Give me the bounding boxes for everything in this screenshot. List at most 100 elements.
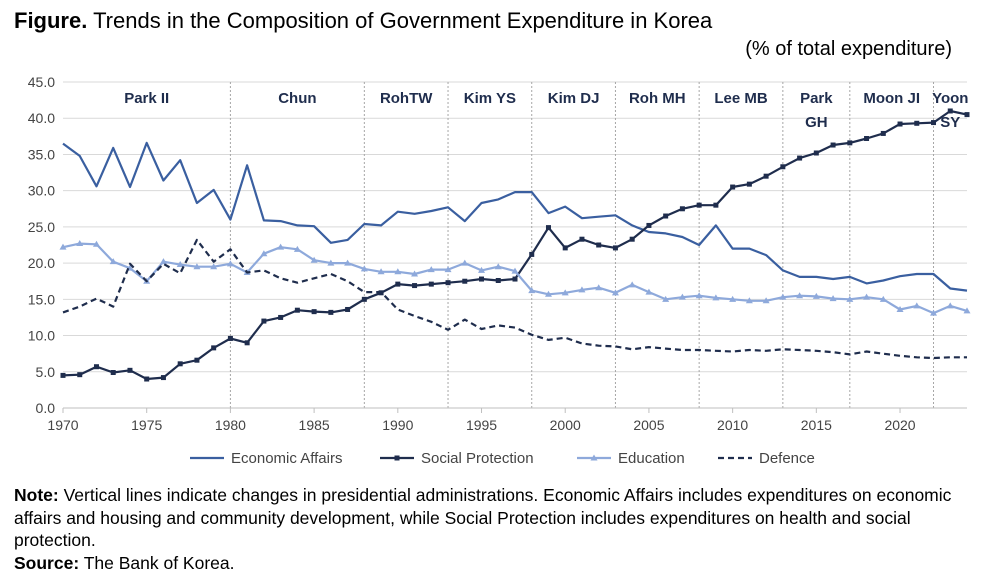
data-point [612, 245, 618, 251]
administration-label: Kim DJ [548, 90, 600, 107]
data-point [92, 240, 100, 247]
x-tick-label: 2020 [884, 417, 915, 433]
data-point [327, 259, 335, 266]
series-lines [59, 108, 971, 382]
data-point [963, 307, 971, 314]
data-point [796, 292, 804, 299]
x-tick-label: 1970 [47, 417, 78, 433]
data-point [310, 256, 318, 263]
x-tick-label: 2010 [717, 417, 748, 433]
series-line [62, 141, 968, 292]
data-point [746, 181, 752, 187]
data-point [595, 284, 603, 291]
data-point [830, 142, 836, 148]
data-point [913, 302, 921, 309]
data-point [679, 206, 685, 212]
legend-marker [394, 455, 400, 461]
data-point [293, 245, 301, 252]
data-point [344, 259, 352, 266]
y-tick-label: 15.0 [28, 291, 55, 307]
data-point [511, 267, 519, 274]
data-point [109, 258, 117, 265]
data-point [544, 290, 552, 297]
data-point [361, 296, 367, 302]
source-paragraph: Source: The Bank of Korea. [14, 552, 974, 575]
data-point [227, 335, 233, 341]
legend-marker [590, 454, 598, 461]
chart-title: Figure. Trends in the Composition of Gov… [14, 8, 712, 34]
data-point [763, 173, 769, 179]
data-point [244, 340, 250, 346]
data-point [545, 225, 551, 231]
data-point [779, 293, 787, 300]
data-point [93, 364, 99, 370]
administration-boundaries [229, 82, 935, 408]
notes: Note: Vertical lines indicate changes in… [14, 484, 974, 574]
data-point [311, 309, 317, 315]
legend-label: Economic Affairs [231, 450, 342, 467]
data-point [445, 280, 451, 286]
data-point [328, 309, 334, 315]
y-tick-label: 35.0 [28, 146, 55, 162]
data-point [159, 258, 167, 265]
administration-label: Park [800, 90, 833, 107]
data-point [59, 243, 67, 250]
data-point [494, 263, 502, 270]
data-point [377, 268, 385, 275]
data-point [879, 295, 887, 302]
data-point [578, 286, 586, 293]
legend-label: Defence [759, 450, 815, 467]
data-point [395, 281, 401, 287]
x-tick-label: 2000 [550, 417, 581, 433]
y-tick-label: 25.0 [28, 219, 55, 235]
data-point [528, 287, 536, 294]
line-chart: 0.0 5.0 10.0 15.0 20.0 25.0 30.0 35.0 40.0 45.0 19… [28, 74, 971, 467]
data-point [897, 121, 903, 127]
data-point [110, 370, 116, 376]
source-text: The Bank of Korea. [83, 552, 235, 573]
y-tick-label: 45.0 [28, 74, 55, 90]
title-prefix: Figure. [14, 8, 88, 33]
data-point [495, 277, 501, 283]
administration-label: SY [940, 114, 960, 131]
data-point [345, 306, 351, 312]
data-point [729, 295, 737, 302]
data-point [177, 361, 183, 367]
data-point [427, 266, 435, 273]
data-point [160, 375, 166, 381]
data-point [226, 260, 234, 267]
administration-label: Chun [278, 90, 316, 107]
data-point [144, 376, 150, 382]
data-point [596, 242, 602, 248]
data-point [645, 288, 653, 295]
data-point [127, 367, 133, 373]
x-tick-label: 1995 [466, 417, 497, 433]
gridlines [63, 81, 967, 373]
note-label: Note: [14, 485, 59, 505]
data-point [529, 251, 535, 257]
y-tick-label: 20.0 [28, 255, 55, 271]
axes: 0.0 5.0 10.0 15.0 20.0 25.0 30.0 35.0 40.0 45.0 19… [28, 74, 967, 433]
data-point [797, 155, 803, 161]
data-point [947, 108, 953, 114]
data-point [444, 266, 452, 273]
data-point [428, 281, 434, 287]
data-point [930, 309, 938, 316]
data-point [461, 259, 469, 266]
data-point [678, 293, 686, 300]
administration-label: Kim YS [464, 90, 516, 107]
data-point [846, 295, 854, 302]
data-point [847, 140, 853, 146]
legend-label: Social Protection [421, 450, 534, 467]
data-point [462, 278, 468, 284]
x-tick-label: 2015 [801, 417, 832, 433]
data-point [193, 263, 201, 270]
data-point [76, 240, 84, 247]
data-point [662, 295, 670, 302]
data-point [176, 261, 184, 268]
data-point [780, 164, 786, 170]
administration-label: Park II [124, 90, 169, 107]
administration-label: Lee MB [714, 90, 768, 107]
data-point [712, 294, 720, 301]
data-point [277, 243, 285, 250]
